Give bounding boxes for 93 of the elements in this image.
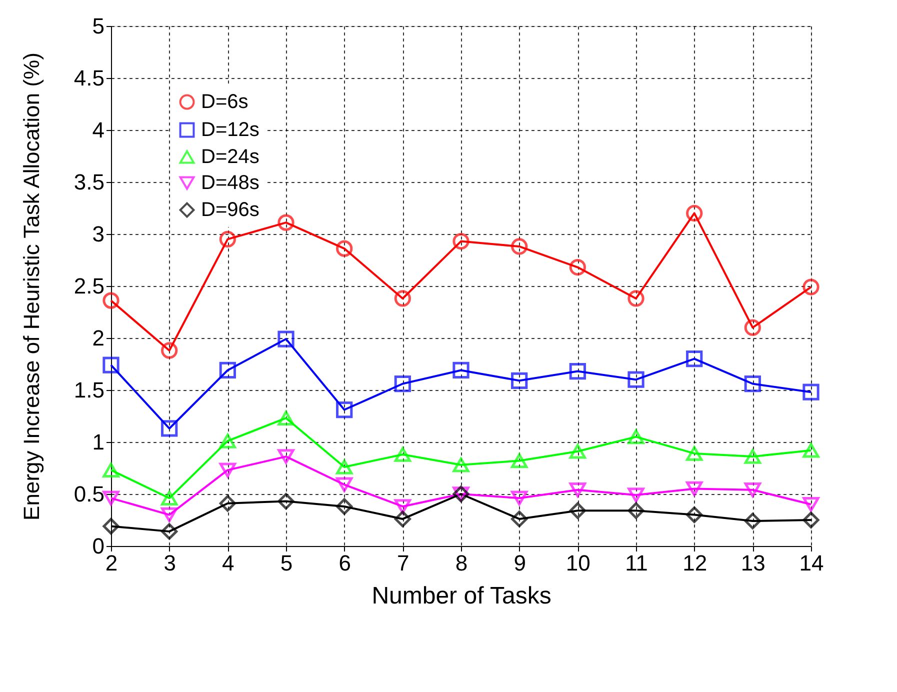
point xyxy=(219,230,236,248)
point xyxy=(219,495,236,512)
y-tick-label: 0 xyxy=(92,534,104,558)
point xyxy=(278,410,294,426)
y-axis-title: Energy Increase of Heuristic Task Allocation (%) xyxy=(18,52,44,520)
point xyxy=(686,446,703,461)
point xyxy=(628,502,644,519)
point xyxy=(336,498,353,515)
point xyxy=(802,512,820,528)
point xyxy=(686,506,703,524)
x-tick-label: 12 xyxy=(682,550,708,576)
point xyxy=(336,401,353,418)
y-tick-label: 2 xyxy=(92,326,104,350)
point xyxy=(278,492,294,510)
x-tick-label: 7 xyxy=(397,550,410,576)
point xyxy=(511,510,528,528)
point xyxy=(161,420,178,437)
point xyxy=(628,371,644,388)
point xyxy=(569,362,586,380)
y-tick-label: 1 xyxy=(92,430,104,454)
point xyxy=(511,372,528,389)
point xyxy=(161,523,178,540)
x-tick-label: 3 xyxy=(164,550,176,576)
point xyxy=(394,447,411,462)
point xyxy=(686,204,703,222)
legend-label: D=48s xyxy=(201,172,260,194)
point xyxy=(569,482,586,498)
point xyxy=(686,350,703,368)
point xyxy=(511,238,528,255)
point xyxy=(452,232,470,250)
point xyxy=(452,458,470,472)
x-tick-label: 6 xyxy=(338,550,351,576)
point xyxy=(628,429,644,444)
point xyxy=(744,319,761,336)
point xyxy=(394,499,411,514)
point xyxy=(219,462,236,478)
point xyxy=(394,375,411,392)
point xyxy=(802,384,820,400)
point xyxy=(278,214,294,231)
y-tick-label: 4 xyxy=(92,118,104,142)
point xyxy=(628,290,644,307)
point xyxy=(744,512,761,530)
point xyxy=(102,518,120,535)
y-tick-label: 3.5 xyxy=(74,170,104,194)
point xyxy=(569,502,586,519)
point xyxy=(628,488,644,502)
point xyxy=(102,490,120,506)
point xyxy=(744,449,761,464)
point xyxy=(802,497,820,512)
x-tick-label: 13 xyxy=(740,550,766,576)
point xyxy=(336,460,353,474)
x-tick-label: 4 xyxy=(222,550,234,576)
y-tick-label: 2.5 xyxy=(74,274,104,298)
point xyxy=(102,292,120,309)
y-tick-label: 1.5 xyxy=(74,378,104,402)
point xyxy=(569,258,586,276)
point xyxy=(452,362,470,379)
point xyxy=(336,240,353,257)
point xyxy=(102,462,120,478)
point xyxy=(511,453,528,468)
point xyxy=(102,356,120,374)
y-tick-label: 3 xyxy=(92,222,104,246)
point xyxy=(802,442,820,458)
point xyxy=(278,330,294,348)
point xyxy=(744,375,761,392)
legend-label: D=24s xyxy=(201,146,260,168)
legend-label: D=96s xyxy=(201,199,260,221)
legend-label: D=6s xyxy=(201,91,248,113)
point xyxy=(744,482,761,498)
point xyxy=(394,290,411,307)
point xyxy=(161,490,178,506)
point xyxy=(161,342,178,359)
point xyxy=(686,481,703,496)
x-tick-label: 11 xyxy=(625,550,648,576)
y-tick-label: 5 xyxy=(92,14,104,38)
point xyxy=(219,362,236,379)
x-axis-title: Number of Tasks xyxy=(372,582,552,610)
point xyxy=(802,278,820,296)
y-tick-label: 4.5 xyxy=(74,66,104,90)
point xyxy=(219,434,236,448)
x-tick-label: 5 xyxy=(280,550,293,576)
x-tick-label: 10 xyxy=(566,550,590,576)
x-tick-label: 14 xyxy=(799,550,824,576)
point xyxy=(511,490,528,506)
point xyxy=(336,477,353,492)
x-tick-label: 8 xyxy=(455,550,468,576)
x-tick-label: 9 xyxy=(514,550,526,576)
y-tick-label: 0.5 xyxy=(74,482,104,506)
point xyxy=(569,444,586,459)
legend-label: D=12s xyxy=(201,119,260,141)
point xyxy=(161,507,178,522)
point xyxy=(394,510,411,528)
point xyxy=(278,449,294,464)
